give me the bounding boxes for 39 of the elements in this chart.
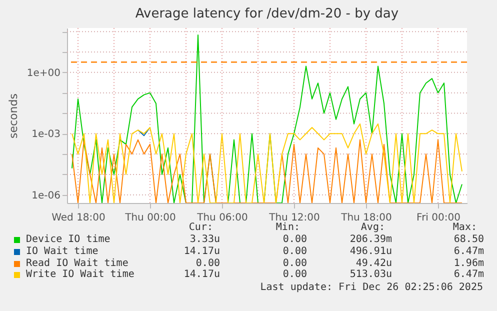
text: Last update: Fri Dec 26 02:25:06 2025 (260, 282, 483, 294)
text: 513.03u (350, 269, 392, 282)
y-tick-label: 1e-03 (32, 129, 60, 140)
line-series (72, 139, 462, 203)
x-tick-label: Thu 06:00 (196, 212, 248, 224)
x-tick-label: Thu 00:00 (124, 212, 176, 224)
text: 3.33u (190, 234, 220, 246)
text: Cur: (188, 222, 213, 234)
text: 0.00 (282, 258, 307, 270)
text: Min: (276, 222, 300, 234)
text: 0.00 (282, 246, 307, 258)
text: 496.91u (350, 246, 392, 258)
legend-label: IO Wait time (26, 246, 98, 258)
legend-label: Read IO Wait time (26, 258, 128, 269)
x-tick-label: Wed 18:00 (52, 212, 106, 224)
text: 6.47m (454, 269, 484, 282)
chart-title: Average latency for /dev/dm-20 - by day (135, 6, 399, 22)
text: 14.17u (184, 246, 220, 258)
x-tick-label: Thu 12:00 (268, 212, 320, 224)
line-series (72, 34, 462, 203)
line-series (72, 123, 462, 203)
text: 1.96m (454, 258, 484, 270)
text: 0.00 (282, 234, 307, 246)
text: 6.47m (454, 246, 484, 258)
x-tick-label: Thu 18:00 (340, 212, 392, 224)
x-tick-label: Fri 00:00 (416, 212, 460, 224)
text: 49.42u (356, 258, 392, 270)
legend-label: Device IO time (26, 234, 110, 246)
text: 0.00 (196, 258, 220, 270)
text: 68.50 (454, 234, 484, 246)
y-axis-title: seconds (6, 93, 20, 138)
legend-label: Write IO Wait time (26, 269, 134, 282)
text: 206.39m (350, 234, 392, 246)
text: 14.17u (184, 269, 220, 282)
text: Avg: (360, 222, 385, 234)
text: Max: (452, 222, 477, 234)
y-tick-label: 1e+00 (26, 68, 60, 79)
y-tick-label: 1e-06 (32, 190, 60, 202)
text: 0.00 (282, 269, 307, 282)
